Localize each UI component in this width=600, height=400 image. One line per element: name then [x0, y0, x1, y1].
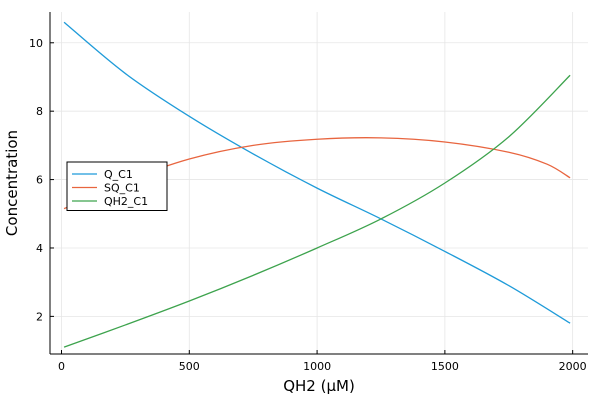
series-line-q_c1	[63, 21, 571, 324]
x-tick-label: 1000	[303, 360, 331, 373]
y-axis-title: Concentration	[3, 130, 21, 236]
x-tick-label: 0	[58, 360, 65, 373]
grid	[50, 12, 588, 354]
x-axis-title: QH2 (μM)	[283, 377, 355, 395]
x-tick-label: 500	[179, 360, 200, 373]
y-tick-label: 4	[36, 242, 43, 255]
y-tick-label: 6	[36, 174, 43, 187]
x-tick-label: 1500	[431, 360, 459, 373]
legend-label-qh2_c1: QH2_C1	[104, 195, 148, 208]
y-tick-label: 10	[29, 37, 43, 50]
legend-label-sq_c1: SQ_C1	[104, 182, 140, 195]
legend-box	[66, 161, 168, 211]
legend-label-q_c1: Q_C1	[104, 168, 133, 181]
x-tick-label: 2000	[559, 360, 587, 373]
axis-ticks: 0 500 1000 1500 2000 2 4 6 8 10	[29, 37, 587, 373]
y-tick-label: 2	[36, 310, 43, 323]
series-line-qh2_c1	[63, 74, 571, 348]
y-tick-label: 8	[36, 105, 43, 118]
